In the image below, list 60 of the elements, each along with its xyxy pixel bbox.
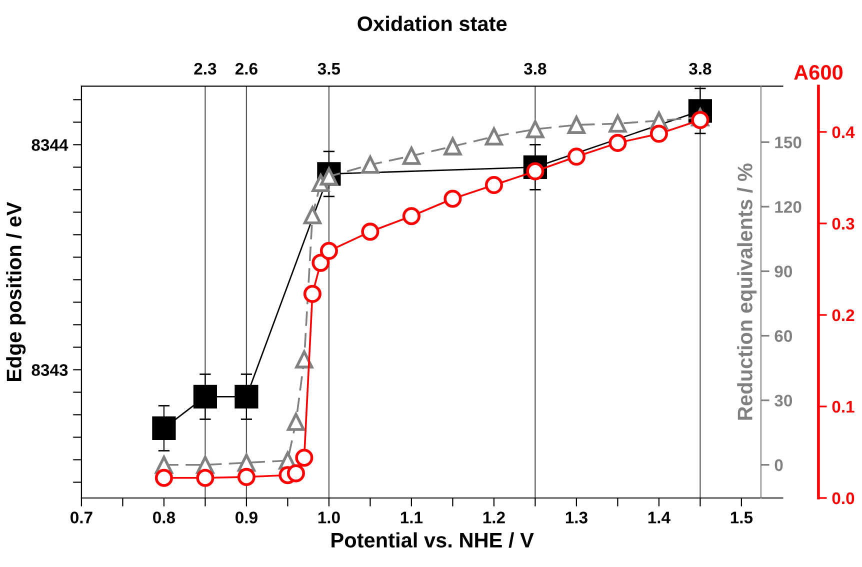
y2-tick-label: 120 bbox=[775, 201, 802, 213]
point bbox=[567, 148, 586, 166]
point bbox=[650, 124, 668, 143]
point bbox=[484, 176, 503, 194]
y2-tick-label: 60 bbox=[774, 330, 792, 342]
point bbox=[152, 416, 176, 440]
x-tick-label: 0.7 bbox=[70, 512, 92, 524]
y2-tick-label: 150 bbox=[775, 136, 802, 148]
point bbox=[303, 284, 322, 303]
point bbox=[193, 384, 218, 409]
text: 3.5 bbox=[318, 62, 340, 75]
point bbox=[286, 412, 305, 431]
point bbox=[402, 207, 420, 226]
y-tick-label: 8344 bbox=[32, 139, 68, 151]
point bbox=[295, 448, 314, 467]
point bbox=[608, 114, 627, 133]
x-tick-label: 1.5 bbox=[730, 512, 753, 524]
x-tick-label: 1.1 bbox=[400, 512, 423, 524]
x-tick-label: 1.3 bbox=[566, 512, 588, 524]
y3-tick-label: 0.0 bbox=[832, 492, 854, 504]
x-tick-label: 1.2 bbox=[483, 512, 505, 524]
text: 3.8 bbox=[688, 62, 712, 75]
y3-tick-label: 0.2 bbox=[832, 309, 854, 322]
x-tick-label: 0.9 bbox=[236, 512, 258, 524]
point bbox=[234, 384, 258, 409]
text: 2.3 bbox=[194, 62, 216, 75]
y-axis-title: Edge position / eV bbox=[6, 202, 26, 381]
x-tick-label: 1.4 bbox=[648, 512, 670, 524]
point bbox=[295, 350, 314, 368]
x-tick-label: 0.8 bbox=[153, 512, 176, 524]
point bbox=[361, 222, 380, 241]
point bbox=[286, 464, 305, 482]
x-tick-label: 1.0 bbox=[318, 512, 340, 524]
y2-axis-title: Reduction equivalents / % bbox=[737, 164, 757, 420]
point bbox=[567, 116, 586, 134]
point bbox=[237, 468, 256, 486]
y3-tick-label: 0.1 bbox=[832, 400, 854, 413]
point bbox=[312, 254, 330, 272]
y3-tick-label: 0.3 bbox=[832, 218, 854, 230]
x2-axis-title: Oxidation state bbox=[358, 16, 507, 32]
y3-tick-label: 0.4 bbox=[832, 126, 855, 138]
point bbox=[320, 242, 338, 260]
point bbox=[608, 134, 627, 152]
point bbox=[361, 156, 380, 174]
y3-axis-title: A600 bbox=[794, 65, 843, 80]
text: 3.8 bbox=[524, 62, 546, 75]
y-tick-label: 8343 bbox=[32, 364, 68, 376]
y2-tick-label: 90 bbox=[774, 266, 792, 278]
point bbox=[154, 468, 173, 487]
x-axis-title: Potential vs. NHE / V bbox=[332, 532, 534, 548]
text: 2.6 bbox=[235, 62, 258, 75]
point bbox=[196, 468, 214, 487]
point bbox=[444, 190, 462, 208]
point bbox=[484, 127, 503, 146]
y2-tick-label: 30 bbox=[774, 394, 792, 407]
point bbox=[402, 146, 420, 165]
point bbox=[303, 206, 322, 224]
point bbox=[444, 137, 462, 156]
y2-tick-label: 0 bbox=[774, 459, 783, 472]
point bbox=[526, 120, 544, 138]
